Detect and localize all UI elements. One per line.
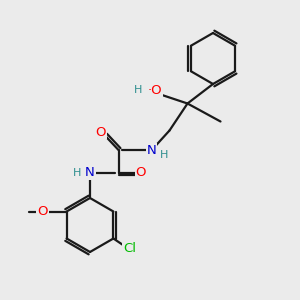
Text: O: O <box>38 205 48 218</box>
Text: N: N <box>147 143 156 157</box>
Text: H: H <box>73 167 82 178</box>
Text: H: H <box>160 149 168 160</box>
Text: O: O <box>95 125 106 139</box>
Text: ·O: ·O <box>147 83 162 97</box>
Text: H: H <box>134 85 142 95</box>
Text: Cl: Cl <box>123 242 136 256</box>
Text: O: O <box>136 166 146 179</box>
Text: N: N <box>85 166 95 179</box>
